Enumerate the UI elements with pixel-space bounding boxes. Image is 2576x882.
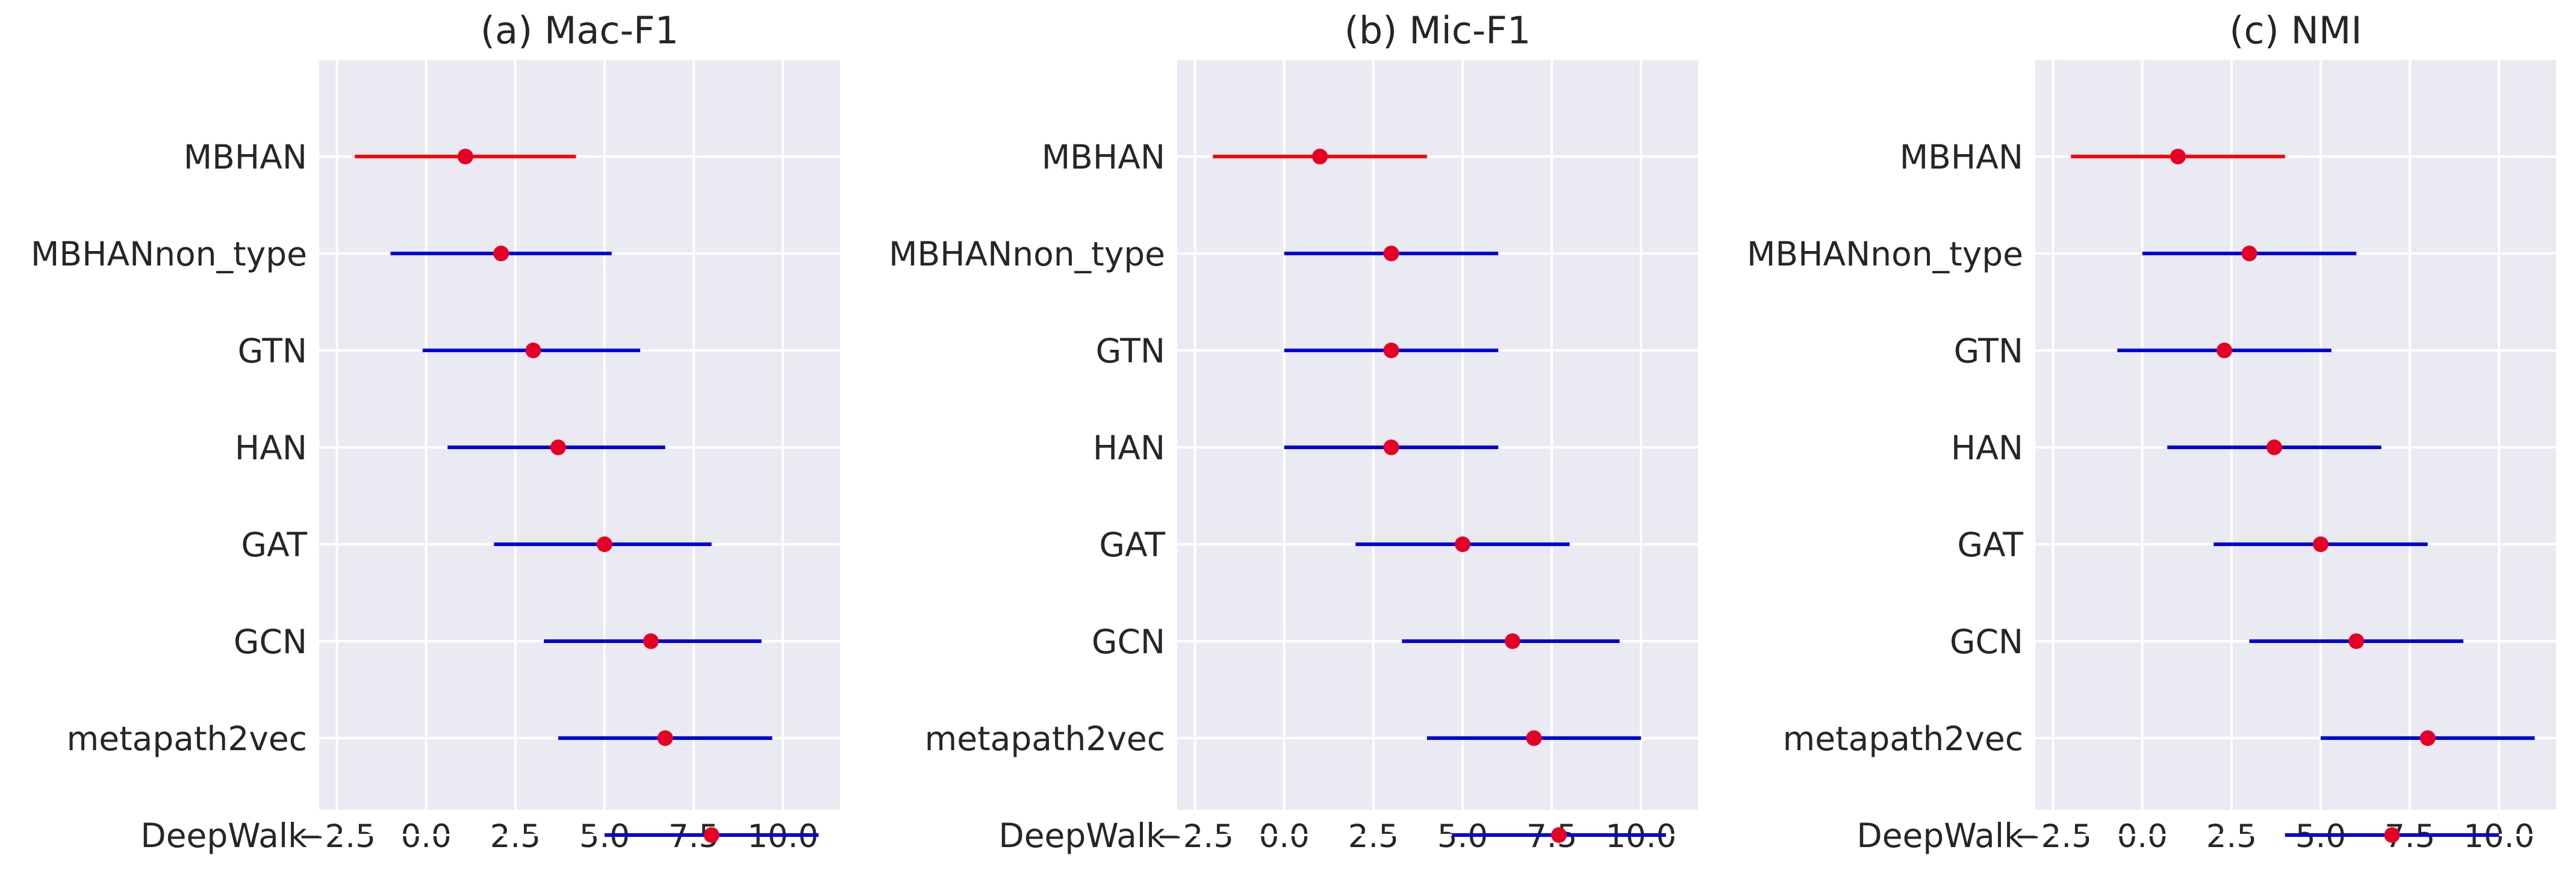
data-point xyxy=(493,246,509,261)
data-point xyxy=(2170,149,2186,164)
data-point xyxy=(2312,536,2329,552)
data-point xyxy=(2266,439,2282,455)
chart-title: (a) Mac-F1 xyxy=(481,8,679,52)
data-point xyxy=(2419,730,2436,746)
plot-area xyxy=(1177,60,1698,810)
x-tick-label: −2.5 xyxy=(1156,818,1234,855)
data-point xyxy=(2241,246,2257,261)
y-tick-label: GTN xyxy=(1096,332,1165,370)
x-tick-label: 0.0 xyxy=(2117,818,2168,855)
chart-title: (c) NMI xyxy=(2229,8,2362,52)
data-point xyxy=(642,633,659,649)
y-tick-label: GCN xyxy=(234,623,307,661)
data-point xyxy=(1454,536,1470,552)
x-tick-label: 0.0 xyxy=(1259,818,1310,855)
y-tick-label: GCN xyxy=(1950,623,2023,661)
panel-1: −2.5 0.0 2.5 5.0 7.5 10.0MBHANMBHANnon_typeGT… xyxy=(31,8,840,855)
y-tick-label: MBHAN xyxy=(1900,138,2023,176)
x-tick-label: −2.5 xyxy=(298,818,376,855)
y-tick-label: HAN xyxy=(235,429,307,467)
y-tick-label: HAN xyxy=(1093,429,1165,467)
panel-3: −2.5 0.0 2.5 5.0 7.5 10.0MBHANMBHANnon_typeGT… xyxy=(1747,8,2556,855)
y-tick-label: GAT xyxy=(241,526,307,564)
data-point xyxy=(2384,827,2400,843)
data-point xyxy=(2348,633,2365,649)
data-point xyxy=(1551,827,1567,843)
y-tick-label: GAT xyxy=(1099,526,1165,564)
y-tick-label: metapath2vec xyxy=(925,719,1165,758)
y-tick-label: MBHAN xyxy=(184,138,307,176)
x-tick-label: 0.0 xyxy=(401,818,452,855)
y-tick-label: HAN xyxy=(1951,429,2023,467)
data-point xyxy=(596,536,612,552)
data-point xyxy=(525,343,541,358)
panel-2: −2.50.02.55.07.510.0MBHANMBHANnon_typeGT… xyxy=(889,8,1698,855)
y-tick-label: metapath2vec xyxy=(1783,719,2023,758)
y-tick-label: MBHAN xyxy=(1042,138,1165,176)
y-tick-label: MBHANnon_type xyxy=(31,235,307,273)
data-point xyxy=(657,730,673,746)
data-point xyxy=(2217,343,2233,358)
data-point xyxy=(703,827,720,843)
data-point xyxy=(1383,246,1399,261)
x-tick-label: −2.5 xyxy=(2014,818,2092,855)
y-tick-label: GTN xyxy=(1954,332,2023,370)
data-point xyxy=(550,439,566,455)
plot-area xyxy=(319,60,840,810)
data-point xyxy=(457,149,473,164)
y-tick-label: MBHANnon_type xyxy=(889,235,1165,273)
y-tick-label: DeepWalk xyxy=(1856,816,2023,855)
chart-title: (b) Mic-F1 xyxy=(1345,8,1531,52)
data-point xyxy=(1526,730,1542,746)
y-tick-label: DeepWalk xyxy=(998,816,1165,855)
y-tick-label: metapath2vec xyxy=(67,719,307,758)
y-tick-label: GAT xyxy=(1957,526,2023,564)
data-point xyxy=(1311,149,1328,164)
plot-area xyxy=(2035,60,2556,810)
y-tick-label: DeepWalk xyxy=(140,816,307,855)
x-tick-label: 2.5 xyxy=(2206,818,2257,855)
y-tick-label: GTN xyxy=(238,332,307,370)
data-point xyxy=(1383,439,1399,455)
data-point xyxy=(1504,633,1520,649)
y-tick-label: MBHANnon_type xyxy=(1747,235,2023,273)
data-point xyxy=(1383,343,1399,358)
x-tick-label: 2.5 xyxy=(1348,818,1399,855)
y-tick-label: GCN xyxy=(1092,623,1165,661)
x-tick-label: 2.5 xyxy=(490,818,541,855)
